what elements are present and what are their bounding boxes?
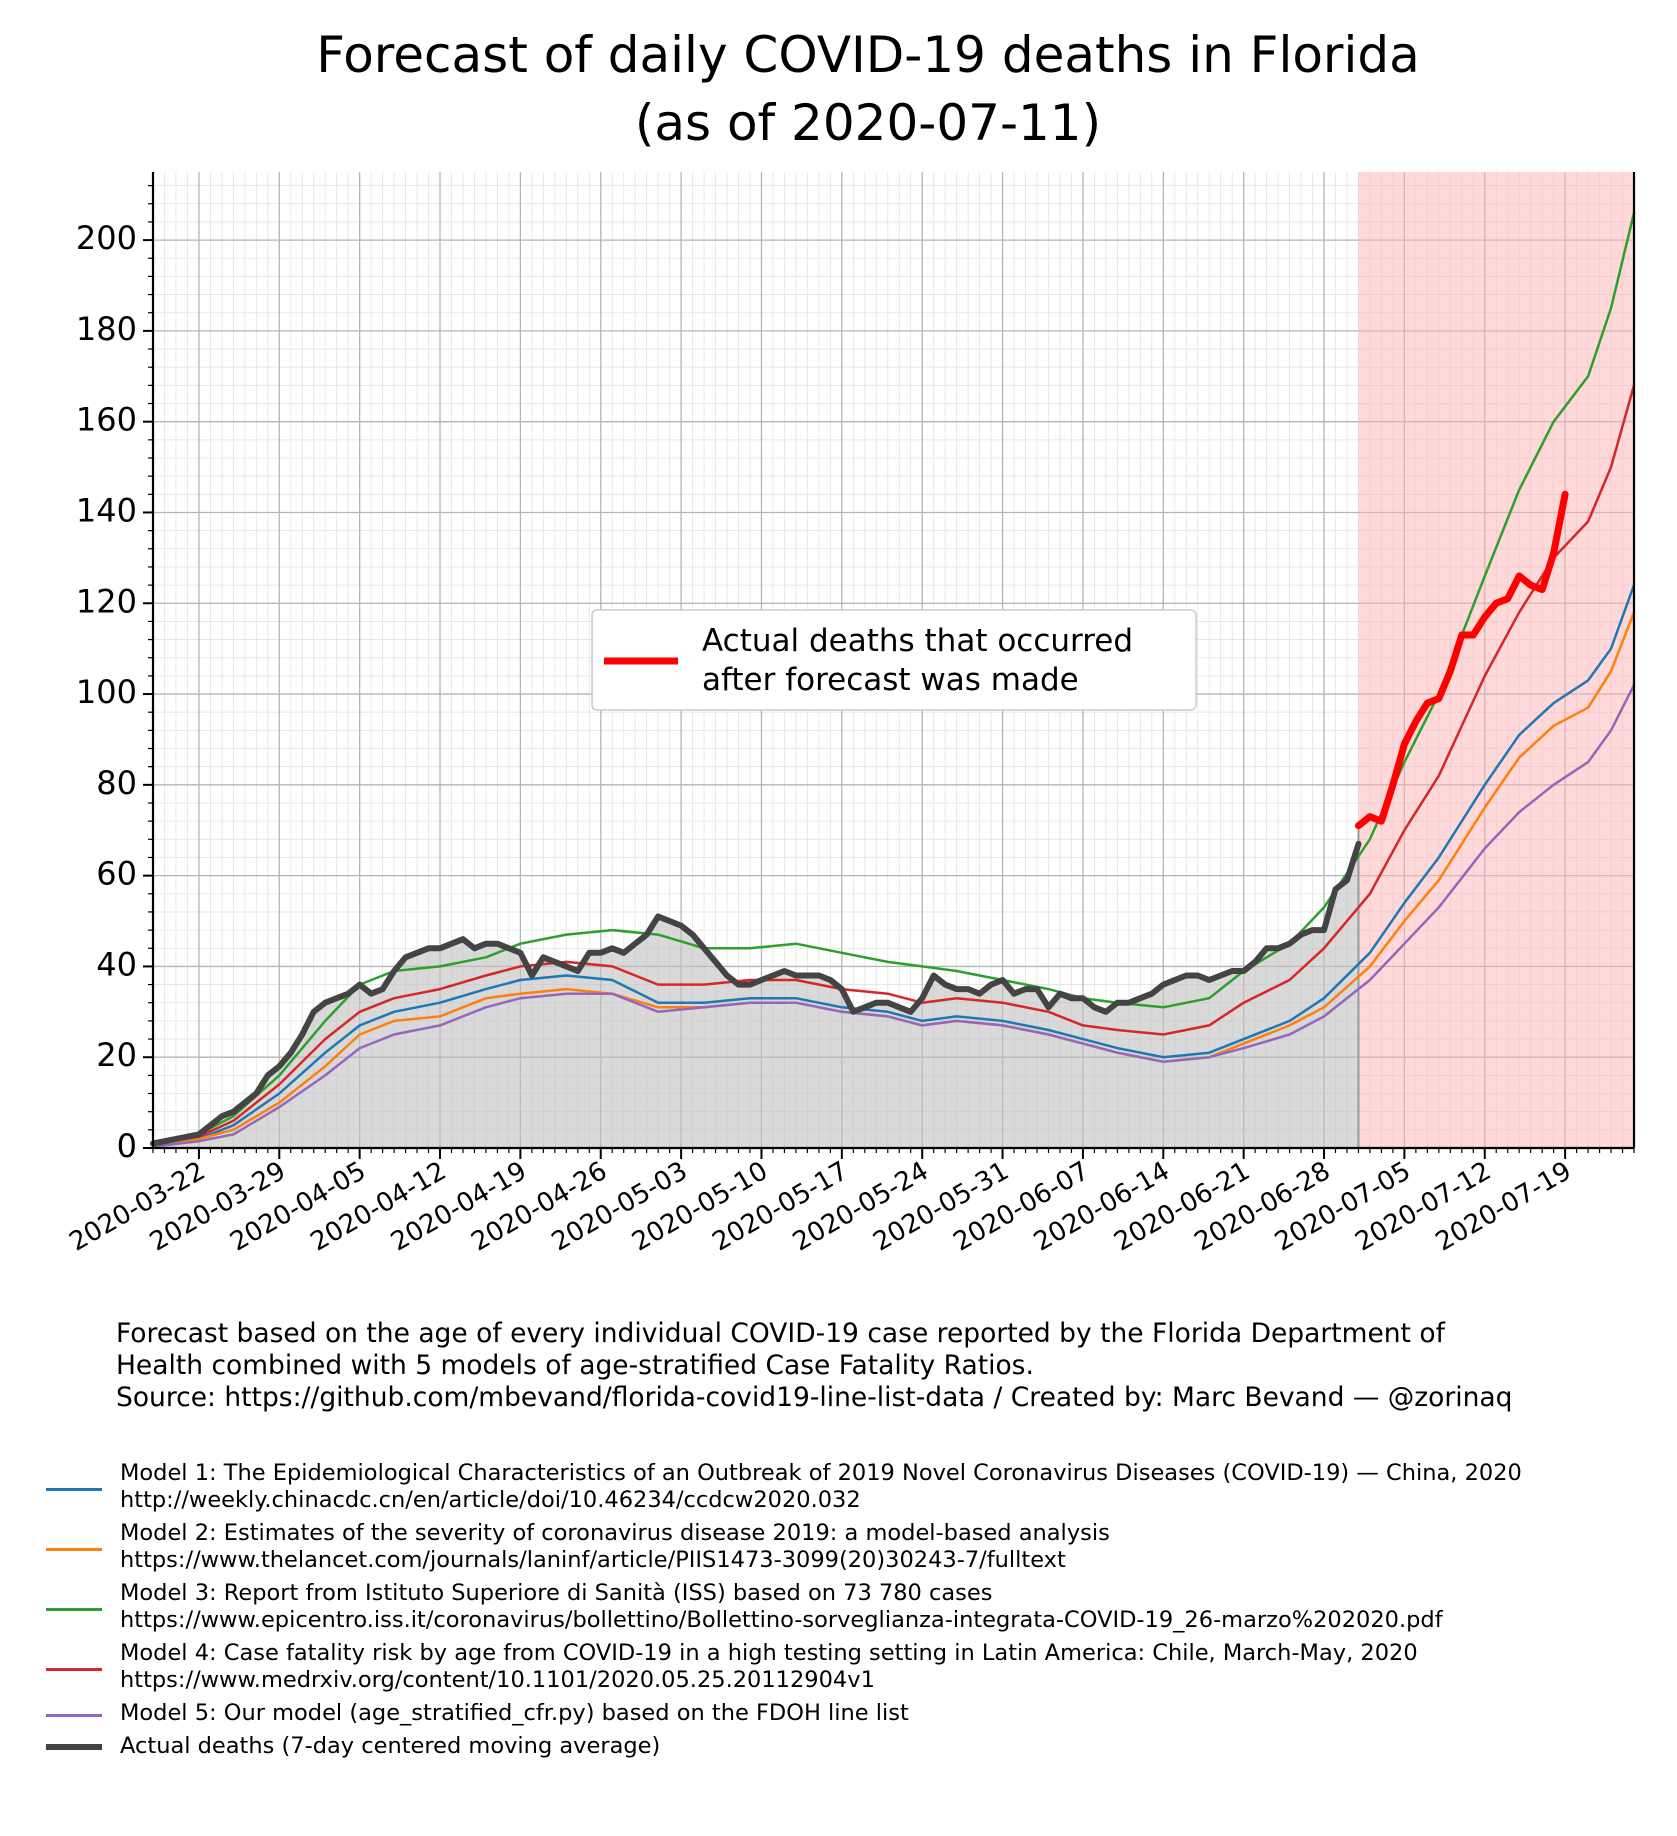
note-line-2: Health combined with 5 models of age-str…: [116, 1350, 1034, 1381]
y-tick-label: 60: [96, 855, 137, 893]
plot-area: 0204060801001201401601802002020-03-22202…: [65, 172, 1636, 1258]
series-line-5: [151, 683, 1636, 1148]
legend-model-3-url: https://www.epicentro.iss.it/coronavirus…: [120, 1607, 1443, 1633]
y-tick-label: 160: [76, 401, 137, 439]
legend-item-model-5: Model 5: Our model (age_stratified_cfr.p…: [46, 1700, 1666, 1727]
legend-swatch-model-4: [46, 1668, 102, 1671]
legend-item-model-1: Model 1: The Epidemiological Characteris…: [46, 1460, 1666, 1514]
series-line-4: [151, 384, 1636, 1145]
chart-title-line-1: Forecast of daily COVID-19 deaths in Flo…: [316, 26, 1420, 84]
y-tick-label: 120: [76, 582, 137, 620]
legend-model-2-title: Model 2: Estimates of the severity of co…: [120, 1520, 1110, 1546]
legend-text-actual: Actual deaths (7-day centered moving ave…: [120, 1733, 660, 1760]
legend-swatch-model-3: [46, 1608, 102, 1611]
legend-text-model-1: Model 1: The Epidemiological Characteris…: [120, 1460, 1522, 1514]
legend-model-5-title: Model 5: Our model (age_stratified_cfr.p…: [120, 1700, 909, 1726]
actual-deaths-area: [153, 843, 1359, 1148]
legend-model-3-title: Model 3: Report from Istituto Superiore …: [120, 1580, 993, 1606]
y-tick-label: 80: [96, 764, 137, 802]
legend-model-2-url: https://www.thelancet.com/journals/lanin…: [120, 1547, 1066, 1573]
legend-text-model-5: Model 5: Our model (age_stratified_cfr.p…: [120, 1700, 909, 1727]
series-line-1: [151, 583, 1636, 1147]
legend-item-model-4: Model 4: Case fatality risk by age from …: [46, 1640, 1666, 1694]
model-legend: Model 1: The Epidemiological Characteris…: [46, 1460, 1666, 1766]
series-line-3: [151, 211, 1636, 1145]
legend-inset-label-line-1: Actual deaths that occurred: [702, 623, 1133, 659]
legend-swatch-model-2: [46, 1548, 102, 1551]
legend-text-model-4: Model 4: Case fatality risk by age from …: [120, 1640, 1418, 1694]
legend-model-4-title: Model 4: Case fatality risk by age from …: [120, 1640, 1418, 1666]
legend-inset-box: [591, 609, 1197, 711]
legend-model-1-title: Model 1: The Epidemiological Characteris…: [120, 1460, 1522, 1486]
y-tick-label: 200: [76, 219, 137, 257]
legend-text-model-2: Model 2: Estimates of the severity of co…: [120, 1520, 1110, 1574]
legend-swatch-model-1: [46, 1488, 102, 1491]
y-tick-label: 180: [76, 310, 137, 348]
note-line-1: Forecast based on the age of every indiv…: [116, 1318, 1445, 1349]
chart-title-line-2: (as of 2020-07-11): [635, 94, 1101, 152]
legend-model-4-url: https://www.medrxiv.org/content/10.1101/…: [120, 1667, 875, 1693]
forecast-period-area: [1358, 172, 1634, 1148]
legend-text-model-3: Model 3: Report from Istituto Superiore …: [120, 1580, 1443, 1634]
y-tick-label: 0: [117, 1127, 137, 1165]
source-notes: Forecast based on the age of every indiv…: [116, 1318, 1513, 1414]
legend-swatch-model-5: [46, 1714, 102, 1717]
legend-actual-title: Actual deaths (7-day centered moving ave…: [120, 1733, 661, 1759]
y-tick-label: 40: [96, 945, 137, 983]
note-line-3: Source: https://github.com/mbevand/flori…: [116, 1382, 1513, 1413]
legend-item-model-2: Model 2: Estimates of the severity of co…: [46, 1520, 1666, 1574]
y-tick-label: 100: [76, 673, 137, 711]
legend-model-1-url: http://weekly.chinacdc.cn/en/article/doi…: [120, 1487, 861, 1513]
series-line-7: [1355, 490, 1569, 830]
legend-inset: Actual deaths that occurred after foreca…: [591, 609, 1197, 711]
chart: Forecast of daily COVID-19 deaths in Flo…: [65, 26, 1636, 1258]
legend-inset-label-line-2: after forecast was made: [702, 662, 1079, 698]
series-line-6: [150, 840, 1362, 1147]
legend-swatch-actual: [46, 1744, 102, 1750]
legend-item-actual: Actual deaths (7-day centered moving ave…: [46, 1733, 1666, 1760]
legend-item-model-3: Model 3: Report from Istituto Superiore …: [46, 1580, 1666, 1634]
y-tick-label: 140: [76, 491, 137, 529]
y-tick-label: 20: [96, 1036, 137, 1074]
